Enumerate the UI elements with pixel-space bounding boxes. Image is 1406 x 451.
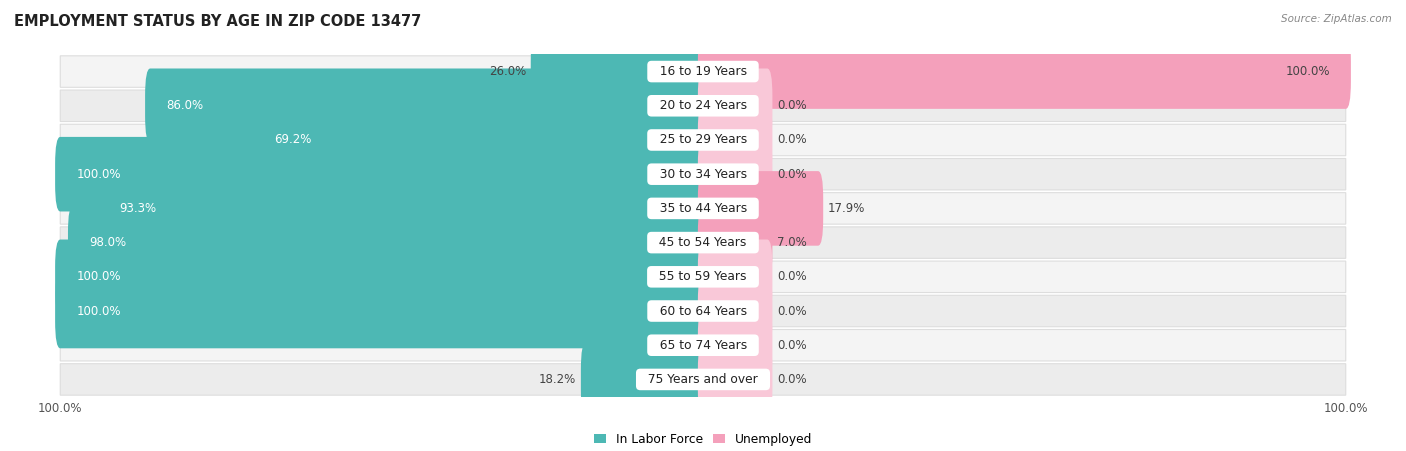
FancyBboxPatch shape xyxy=(55,137,709,212)
FancyBboxPatch shape xyxy=(697,205,772,280)
Legend: In Labor Force, Unemployed: In Labor Force, Unemployed xyxy=(593,433,813,446)
Text: 16 to 19 Years: 16 to 19 Years xyxy=(651,65,755,78)
Text: 60 to 64 Years: 60 to 64 Years xyxy=(651,304,755,318)
FancyBboxPatch shape xyxy=(55,274,709,348)
Text: 100.0%: 100.0% xyxy=(76,168,121,181)
Text: 25 to 29 Years: 25 to 29 Years xyxy=(651,133,755,147)
FancyBboxPatch shape xyxy=(253,103,709,177)
FancyBboxPatch shape xyxy=(697,342,772,417)
Text: 0.0%: 0.0% xyxy=(778,99,807,112)
FancyBboxPatch shape xyxy=(67,205,709,280)
FancyBboxPatch shape xyxy=(60,261,1346,293)
Text: 35 to 44 Years: 35 to 44 Years xyxy=(651,202,755,215)
Text: 20 to 24 Years: 20 to 24 Years xyxy=(651,99,755,112)
FancyBboxPatch shape xyxy=(697,308,772,382)
Text: 100.0%: 100.0% xyxy=(76,270,121,283)
FancyBboxPatch shape xyxy=(55,239,709,314)
FancyBboxPatch shape xyxy=(60,364,1346,395)
FancyBboxPatch shape xyxy=(60,124,1346,156)
FancyBboxPatch shape xyxy=(60,295,1346,327)
Text: 98.0%: 98.0% xyxy=(89,236,127,249)
Text: 17.9%: 17.9% xyxy=(828,202,865,215)
Text: 0.0%: 0.0% xyxy=(778,339,807,352)
Text: 93.3%: 93.3% xyxy=(120,202,156,215)
Text: 18.2%: 18.2% xyxy=(538,373,576,386)
FancyBboxPatch shape xyxy=(60,90,1346,121)
FancyBboxPatch shape xyxy=(697,239,772,314)
Text: 86.0%: 86.0% xyxy=(166,99,204,112)
Text: 0.0%: 0.0% xyxy=(778,168,807,181)
FancyBboxPatch shape xyxy=(60,56,1346,87)
FancyBboxPatch shape xyxy=(530,34,709,109)
Text: Source: ZipAtlas.com: Source: ZipAtlas.com xyxy=(1281,14,1392,23)
Text: 0.0%: 0.0% xyxy=(778,133,807,147)
Text: 0.0%: 0.0% xyxy=(778,304,807,318)
Text: 55 to 59 Years: 55 to 59 Years xyxy=(651,270,755,283)
Text: 65 to 74 Years: 65 to 74 Years xyxy=(651,339,755,352)
FancyBboxPatch shape xyxy=(145,69,709,143)
Text: 30 to 34 Years: 30 to 34 Years xyxy=(651,168,755,181)
Text: 26.0%: 26.0% xyxy=(489,65,526,78)
FancyBboxPatch shape xyxy=(697,137,772,212)
Text: 7.0%: 7.0% xyxy=(778,236,807,249)
Text: 75 Years and over: 75 Years and over xyxy=(640,373,766,386)
FancyBboxPatch shape xyxy=(98,171,709,246)
FancyBboxPatch shape xyxy=(60,193,1346,224)
FancyBboxPatch shape xyxy=(60,227,1346,258)
Text: 100.0%: 100.0% xyxy=(76,304,121,318)
FancyBboxPatch shape xyxy=(581,342,709,417)
FancyBboxPatch shape xyxy=(697,69,772,143)
Text: 45 to 54 Years: 45 to 54 Years xyxy=(651,236,755,249)
Text: EMPLOYMENT STATUS BY AGE IN ZIP CODE 13477: EMPLOYMENT STATUS BY AGE IN ZIP CODE 134… xyxy=(14,14,422,28)
Text: 0.0%: 0.0% xyxy=(778,373,807,386)
FancyBboxPatch shape xyxy=(697,34,1351,109)
FancyBboxPatch shape xyxy=(60,330,1346,361)
FancyBboxPatch shape xyxy=(697,274,772,348)
Text: 0.0%: 0.0% xyxy=(778,270,807,283)
FancyBboxPatch shape xyxy=(697,103,772,177)
FancyBboxPatch shape xyxy=(60,158,1346,190)
Text: 100.0%: 100.0% xyxy=(1285,65,1330,78)
Text: 2.1%: 2.1% xyxy=(650,339,681,352)
Text: 69.2%: 69.2% xyxy=(274,133,312,147)
FancyBboxPatch shape xyxy=(697,171,823,246)
FancyBboxPatch shape xyxy=(685,308,709,382)
